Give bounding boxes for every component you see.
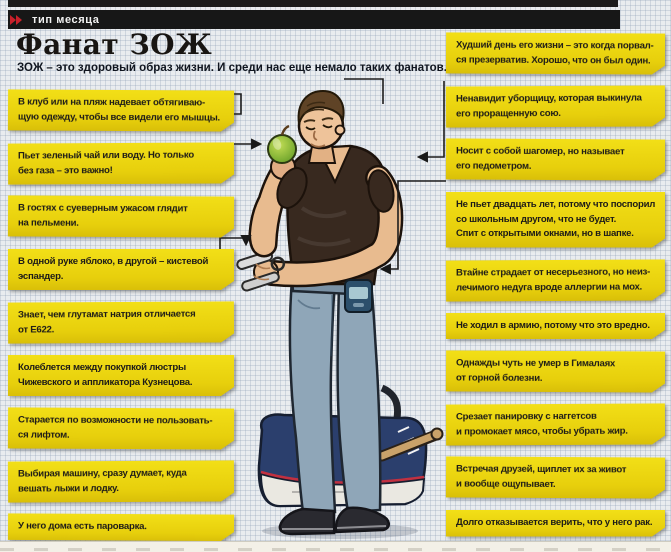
- sticky-note: Худший день его жизни – это когда порвал…: [446, 32, 665, 74]
- right-sleeve: [276, 167, 308, 209]
- sticky-note: Знает, чем глутамат натрия отличается от…: [8, 301, 234, 343]
- sticky-note: Не пьет двадцать лет, потому что поспори…: [446, 192, 665, 248]
- pedometer: [344, 279, 373, 313]
- note-text: Ненавидит уборщицу, которая выкинула его…: [455, 92, 642, 120]
- top-black-strip: [8, 0, 618, 7]
- sticky-note: Однажды чуть не умер в Гималаях от горно…: [446, 350, 665, 392]
- note-text: Не ходил в армию, потому что это вредно.: [456, 319, 650, 331]
- note-text: Однажды чуть не умер в Гималаях от горно…: [455, 357, 616, 384]
- sticky-note: Выбирая машину, сразу думает, куда вешат…: [8, 460, 234, 502]
- sticky-note: Срезает панировку с наггетсов и промокае…: [446, 403, 665, 445]
- note-text: Не пьет двадцать лет, потому что поспори…: [456, 199, 656, 239]
- sticky-note: В клуб или на пляж надевает обтягиваю- щ…: [8, 89, 234, 131]
- sneakers: [278, 506, 390, 536]
- note-text: Худший день его жизни – это когда порвал…: [455, 39, 654, 66]
- sticky-note: Носит с собой шагомер, но называет его п…: [446, 138, 665, 180]
- note-text: Втайне страдает от несерьезного, но неиз…: [455, 266, 651, 293]
- note-text: Носит с собой шагомер, но называет его п…: [455, 145, 625, 172]
- note-text: Старается по возможности не пользовать- …: [17, 414, 213, 441]
- note-text: Пьет зеленый чай или воду. Но только без…: [17, 149, 194, 177]
- kicker-bar: тип месяца: [8, 10, 620, 29]
- sticky-note: В одной руке яблоко, в другой – кистевой…: [8, 249, 234, 290]
- page-title: Фанат ЗОЖ: [16, 28, 213, 61]
- sticky-note: В гостях с суеверным ужасом глядит на пе…: [8, 195, 234, 237]
- note-text: В клуб или на пляж надевает обтягиваю- щ…: [17, 96, 220, 124]
- sticky-note: Ненавидит уборщицу, которая выкинула его…: [446, 85, 665, 127]
- note-text: Встречая друзей, щиплет их за живот и во…: [455, 463, 627, 490]
- note-text: В одной руке яблоко, в другой – кистевой…: [18, 256, 209, 282]
- green-apple: [267, 124, 297, 164]
- sticky-note: Долго отказывается верить, что у него ра…: [446, 510, 665, 537]
- note-text: Долго отказывается верить, что у него ра…: [456, 517, 653, 528]
- note-text: У него дома есть пароварка.: [17, 520, 147, 533]
- note-text: Знает, чем глутамат натрия отличается от…: [17, 308, 196, 336]
- head: [297, 89, 346, 164]
- sticky-note: Втайне страдает от несерьезного, но неиз…: [446, 259, 665, 301]
- note-text: Выбирая машину, сразу думает, куда вешат…: [17, 467, 187, 495]
- notes-column-left: В клуб или на пляж надевает обтягиваю- щ…: [8, 90, 234, 541]
- page-subtitle: ЗОЖ – это здоровый образ жизни. И среди …: [17, 62, 447, 74]
- red-chevrons-icon: [10, 13, 24, 27]
- sticky-note: Колеблется между покупкой люстры Чижевск…: [8, 355, 234, 396]
- sticky-note: Пьет зеленый чай или воду. Но только без…: [8, 142, 234, 184]
- page-bottom-edge: [0, 541, 671, 552]
- sticky-note: У него дома есть пароварка.: [8, 513, 234, 541]
- sticky-note: Встречая друзей, щиплет их за живот и во…: [446, 456, 665, 498]
- sticky-note: Старается по возможности не пользовать- …: [8, 407, 234, 449]
- note-text: В гостях с суеверным ужасом глядит на пе…: [17, 202, 188, 229]
- note-text: Колеблется между покупкой люстры Чижевск…: [18, 362, 193, 388]
- man-illustration: [236, 89, 444, 539]
- sticky-note: Не ходил в армию, потому что это вредно.: [446, 313, 665, 340]
- kicker-label: тип месяца: [32, 13, 100, 26]
- notes-column-right: Худший день его жизни – это когда порвал…: [446, 33, 665, 537]
- note-text: Срезает панировку с наггетсов и промокае…: [455, 410, 628, 438]
- baseball-bat: [376, 427, 444, 462]
